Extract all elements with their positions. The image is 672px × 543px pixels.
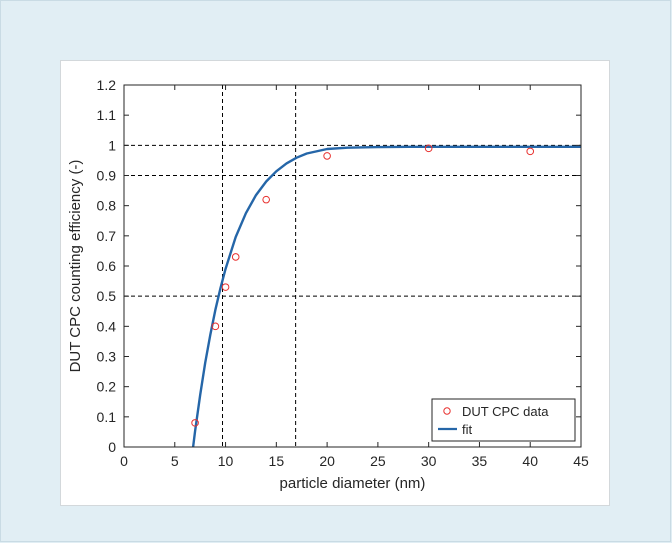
x-axis-ticks: 0 5 10 15 20 25 30 35 40 45 xyxy=(120,85,589,469)
y-tick-label: 1.2 xyxy=(97,77,117,93)
y-tick-label: 0.8 xyxy=(97,198,117,214)
legend-label-fit: fit xyxy=(462,422,473,437)
plot-area-border xyxy=(123,84,582,448)
x-tick-label: 5 xyxy=(171,453,179,469)
y-tick-label: 1.1 xyxy=(97,107,117,123)
data-point xyxy=(211,322,220,331)
x-tick-label: 45 xyxy=(573,453,589,469)
y-tick-label: 0 xyxy=(108,439,116,455)
y-tick-label: 0.4 xyxy=(97,318,117,334)
data-point xyxy=(424,144,433,153)
legend: DUT CPC data fit xyxy=(431,398,576,442)
fit-layer xyxy=(191,145,581,448)
y-tick-label: 0.6 xyxy=(97,258,117,274)
efficiency-chart: 0 5 10 15 20 25 30 35 40 45 0 0.1 0.2 0.3 0.4 0.5 0.6 0.… xyxy=(67,77,589,492)
y-tick-label: 0.3 xyxy=(97,349,117,365)
data-point xyxy=(191,419,199,427)
y-tick-label: 0.7 xyxy=(97,228,117,244)
y-tick-label: 0.1 xyxy=(97,409,117,425)
legend-marker-data xyxy=(443,407,451,415)
fit-curve xyxy=(191,145,581,448)
x-tick-label: 10 xyxy=(218,453,234,469)
x-tick-label: 15 xyxy=(269,453,285,469)
y-tick-label: 0.5 xyxy=(97,288,117,304)
data-point xyxy=(526,147,535,156)
data-point xyxy=(221,283,230,291)
data-point xyxy=(262,195,270,204)
x-axis-label: particle diameter (nm) xyxy=(280,475,426,492)
legend-label-data: DUT CPC data xyxy=(462,404,549,419)
data-point xyxy=(231,253,240,261)
x-tick-label: 30 xyxy=(421,453,437,469)
x-tick-label: 20 xyxy=(319,453,335,469)
x-tick-label: 40 xyxy=(522,453,538,469)
y-tick-label: 1 xyxy=(108,137,116,153)
chart-card: 0 5 10 15 20 25 30 35 40 45 0 0.1 0.2 0.3 0.4 0.5 0.6 0.… xyxy=(60,60,610,506)
y-axis-label: DUT CPC counting efficiency (-) xyxy=(67,160,84,373)
x-tick-label: 25 xyxy=(370,453,386,469)
reference-lines xyxy=(124,85,581,447)
x-tick-label: 35 xyxy=(472,453,488,469)
marker-layer xyxy=(191,144,535,427)
legend-box xyxy=(431,398,576,442)
y-axis-ticks: 0 0.1 0.2 0.3 0.4 0.5 0.6 0.7 0.8 0.9 1 1.1 1.2 xyxy=(97,77,581,455)
y-tick-label: 0.2 xyxy=(97,379,117,395)
y-tick-label: 0.9 xyxy=(97,168,117,184)
x-tick-label: 0 xyxy=(120,453,128,469)
data-point xyxy=(323,152,331,160)
